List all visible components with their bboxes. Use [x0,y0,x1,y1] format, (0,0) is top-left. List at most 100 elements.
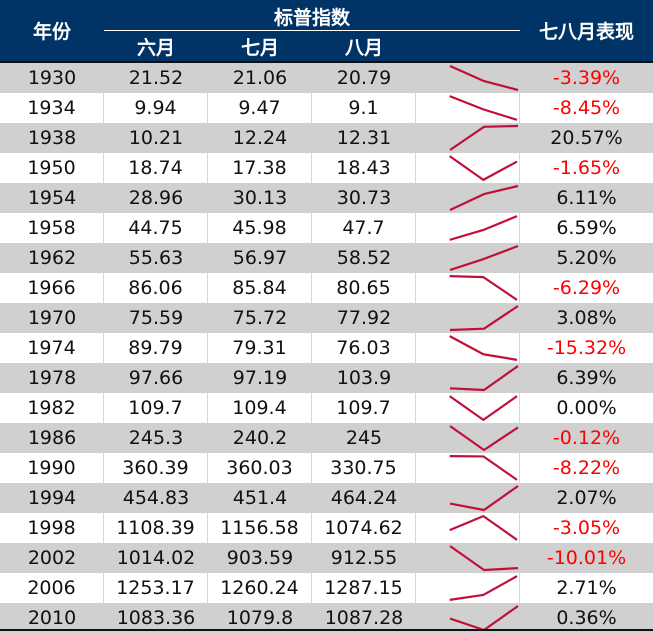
sparkline-icon [449,485,519,512]
june-cell: 44.75 [104,213,208,243]
july-cell: 75.72 [232,307,288,329]
sparkline-icon [449,244,519,272]
performance-cell: 0.00% [556,397,617,419]
august-cell: 109.7 [312,393,416,423]
sparkline-icon [449,395,518,421]
sparkline-icon [449,335,518,361]
july-cell: 12.24 [232,127,288,149]
sparkline-icon [449,455,518,481]
sparkline-icon [449,275,518,301]
sparkline-icon [449,575,518,601]
august-cell: 80.65 [312,273,416,303]
table-row: 1962 55.63 56.97 58.52 5.20% [0,243,653,273]
performance-cell: -1.65% [552,157,621,179]
table-row: 1986 245.3 240.2 245 -0.12% [0,423,653,453]
year-cell: 1930 [27,67,77,89]
table-row: 2002 1014.02 903.59 912.55 -10.01% [0,543,653,573]
august-cell: 12.31 [336,127,392,149]
august-cell: 1087.28 [324,607,404,629]
header-performance: 七八月表现 [538,21,634,43]
july-cell: 1079.8 [226,607,294,629]
year-cell: 1958 [0,213,104,243]
performance-cell: 5.20% [556,247,617,269]
performance-cell: -0.12% [552,427,621,449]
july-cell: 21.06 [232,67,288,89]
sparkline-cell [416,303,520,333]
sparkline-cell [416,63,520,93]
july-cell: 97.19 [232,367,288,389]
performance-cell: 6.39% [556,367,617,389]
july-cell: 903.59 [226,547,294,569]
sparkline-icon [449,64,519,92]
performance-cell: 20.57% [550,127,623,149]
august-cell: 245 [345,427,383,449]
august-cell: 103.9 [336,367,392,389]
sparkline-cell [416,363,520,393]
sparkline-icon [449,95,518,121]
sparkline-cell [416,183,520,213]
august-cell: 47.7 [312,213,416,243]
july-cell: 1260.24 [208,573,312,603]
sparkline-cell [416,93,520,123]
june-cell: 21.52 [128,67,184,89]
table-body: 1930 21.52 21.06 20.79 -3.39% 1934 9.94 9.47 9.1… [0,61,653,633]
august-cell: 1074.62 [312,513,416,543]
sparkline-cell [416,453,520,483]
performance-cell: 2.07% [556,487,617,509]
header-august: 八月 [344,36,383,59]
header-year: 年份 [32,21,71,43]
year-cell: 1962 [27,247,77,269]
july-cell: 17.38 [208,153,312,183]
june-cell: 360.39 [104,453,208,483]
year-cell: 2010 [27,607,77,629]
july-cell: 1156.58 [208,513,312,543]
year-cell: 1998 [0,513,104,543]
sparkline-icon [449,545,519,572]
june-cell: 245.3 [128,427,184,449]
june-cell: 1083.36 [116,607,196,629]
august-cell: 912.55 [330,547,398,569]
table-row: 1982 109.7 109.4 109.7 0.00% [0,393,653,423]
table-row: 1966 86.06 85.84 80.65 -6.29% [0,273,653,303]
june-cell: 1014.02 [116,547,196,569]
august-cell: 58.52 [336,247,392,269]
performance-cell: -8.22% [552,457,621,479]
june-cell: 109.7 [104,393,208,423]
performance-cell: -3.05% [552,517,621,539]
sparkline-cell [416,333,520,363]
sparkline-cell [416,543,520,573]
header-july: 七月 [240,36,279,59]
june-cell: 18.74 [104,153,208,183]
july-cell: 451.4 [232,487,288,509]
year-cell: 2002 [27,547,77,569]
july-cell: 79.31 [208,333,312,363]
sparkline-cell [416,393,520,423]
june-cell: 86.06 [104,273,208,303]
year-cell: 1934 [0,93,104,123]
august-cell: 1287.15 [312,573,416,603]
year-cell: 1986 [27,427,77,449]
sparkline-cell [416,483,520,513]
sparkline-icon [449,365,519,392]
performance-cell: -3.39% [552,67,621,89]
sparkline-cell [416,243,520,273]
year-cell: 1982 [0,393,104,423]
year-cell: 1954 [27,187,77,209]
performance-cell: 2.71% [556,577,617,599]
august-cell: 9.1 [312,93,416,123]
sparkline-cell [416,153,520,183]
table-row: 1994 454.83 451.4 464.24 2.07% [0,483,653,513]
july-cell: 85.84 [208,273,312,303]
year-cell: 2006 [0,573,104,603]
august-cell: 330.75 [312,453,416,483]
sparkline-icon [449,155,518,181]
table-row: 1930 21.52 21.06 20.79 -3.39% [0,63,653,93]
year-cell: 1994 [27,487,77,509]
table-row: 2010 1083.36 1079.8 1087.28 0.36% [0,603,653,633]
june-cell: 1108.39 [104,513,208,543]
performance-cell: 6.59% [556,217,617,239]
performance-cell: 6.11% [556,187,617,209]
header-sp-index: 标普指数 [273,6,350,29]
june-cell: 89.79 [104,333,208,363]
